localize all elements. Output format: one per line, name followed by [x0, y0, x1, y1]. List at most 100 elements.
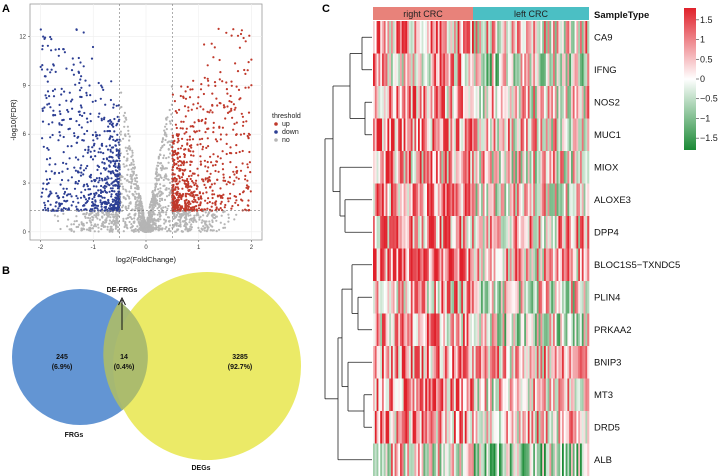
heatmap-cell [432, 86, 435, 119]
point-up [199, 196, 202, 199]
point-down [110, 177, 113, 180]
heatmap-cell [511, 411, 514, 444]
heatmap-cell [416, 183, 419, 217]
point-no [189, 229, 192, 232]
heatmap-cell [562, 281, 565, 314]
point-no [130, 181, 133, 184]
point-up [239, 133, 242, 136]
heatmap-cell [513, 21, 516, 54]
heatmap-cell [421, 313, 424, 347]
heatmap-cell [463, 248, 466, 282]
heatmap-cell [493, 183, 496, 217]
degs-only-percent: (92.7%) [228, 364, 253, 371]
heatmap-cell [373, 378, 376, 412]
point-down [79, 196, 83, 199]
point-down [66, 145, 69, 148]
heatmap-cell [515, 313, 518, 347]
point-down [44, 204, 47, 207]
point-up [198, 129, 201, 132]
heatmap-cell [526, 183, 529, 217]
point-no [158, 211, 161, 214]
heatmap-cell [416, 248, 419, 282]
heatmap-cell [463, 281, 466, 314]
point-down [77, 71, 81, 74]
point-down [105, 145, 108, 148]
heatmap-cell [412, 346, 415, 379]
heatmap-cell [475, 411, 478, 444]
point-up [219, 196, 222, 199]
heatmap-cell [380, 443, 383, 476]
heatmap-cell [430, 411, 433, 444]
point-no [190, 223, 193, 226]
heatmap-cell [533, 281, 536, 314]
point-no [107, 211, 111, 214]
heatmap-cell [578, 21, 581, 54]
point-no [173, 214, 176, 217]
point-up [177, 139, 180, 142]
point-down [111, 204, 114, 207]
point-no [85, 221, 88, 224]
heatmap-cell [497, 183, 500, 217]
point-up [195, 107, 199, 110]
heatmap-cell [540, 443, 543, 476]
point-up [171, 134, 174, 137]
heatmap-cell [556, 346, 559, 379]
point-up [235, 144, 238, 147]
heatmap-cell [518, 151, 521, 184]
heatmap-cell [504, 21, 507, 54]
heatmap-cell [578, 183, 581, 217]
point-no [190, 226, 193, 229]
point-no [164, 219, 167, 222]
heatmap-cell [551, 86, 554, 119]
heatmap-cell [533, 151, 536, 184]
point-up [183, 148, 186, 151]
point-down [109, 150, 112, 153]
heatmap-cell [473, 346, 476, 379]
heatmap-cell [565, 86, 568, 119]
point-down [105, 157, 108, 160]
heatmap-cell [481, 248, 484, 282]
heatmap-cell [410, 216, 413, 249]
point-down [110, 195, 113, 198]
heatmap-cell [376, 248, 379, 282]
heatmap-cell [542, 411, 545, 444]
point-up [176, 209, 179, 212]
heatmap-cell [558, 281, 561, 314]
point-up [237, 88, 241, 91]
point-no [70, 228, 73, 231]
point-up [244, 178, 247, 181]
heatmap-cell [502, 248, 505, 282]
point-up [177, 137, 180, 140]
point-up [183, 105, 187, 108]
point-no [148, 206, 151, 209]
heatmap-cell [500, 378, 503, 412]
point-no [105, 219, 108, 222]
point-up [196, 201, 199, 204]
point-down [100, 208, 104, 211]
heatmap-cell [428, 313, 431, 347]
heatmap-cell [464, 411, 467, 444]
point-up [247, 209, 250, 212]
point-no [180, 215, 183, 218]
point-up [178, 175, 181, 178]
heatmap-cell [493, 313, 496, 347]
point-no [145, 227, 148, 230]
heatmap-cell [428, 118, 431, 152]
heatmap-cell [461, 216, 464, 249]
heatmap-cell [398, 346, 401, 379]
heatmap-cell [376, 21, 379, 54]
point-up [224, 117, 227, 120]
point-up [212, 126, 215, 129]
point-down [41, 107, 44, 110]
point-down [84, 148, 87, 151]
point-down [109, 203, 112, 207]
point-down [101, 201, 104, 204]
point-up [175, 152, 178, 155]
point-no [165, 226, 168, 229]
heatmap-cell [401, 313, 404, 347]
heatmap-cell [497, 86, 500, 119]
heatmap-cell [419, 86, 422, 119]
point-down [41, 109, 44, 112]
heatmap-cell [558, 411, 561, 444]
heatmap-cell [419, 411, 422, 444]
